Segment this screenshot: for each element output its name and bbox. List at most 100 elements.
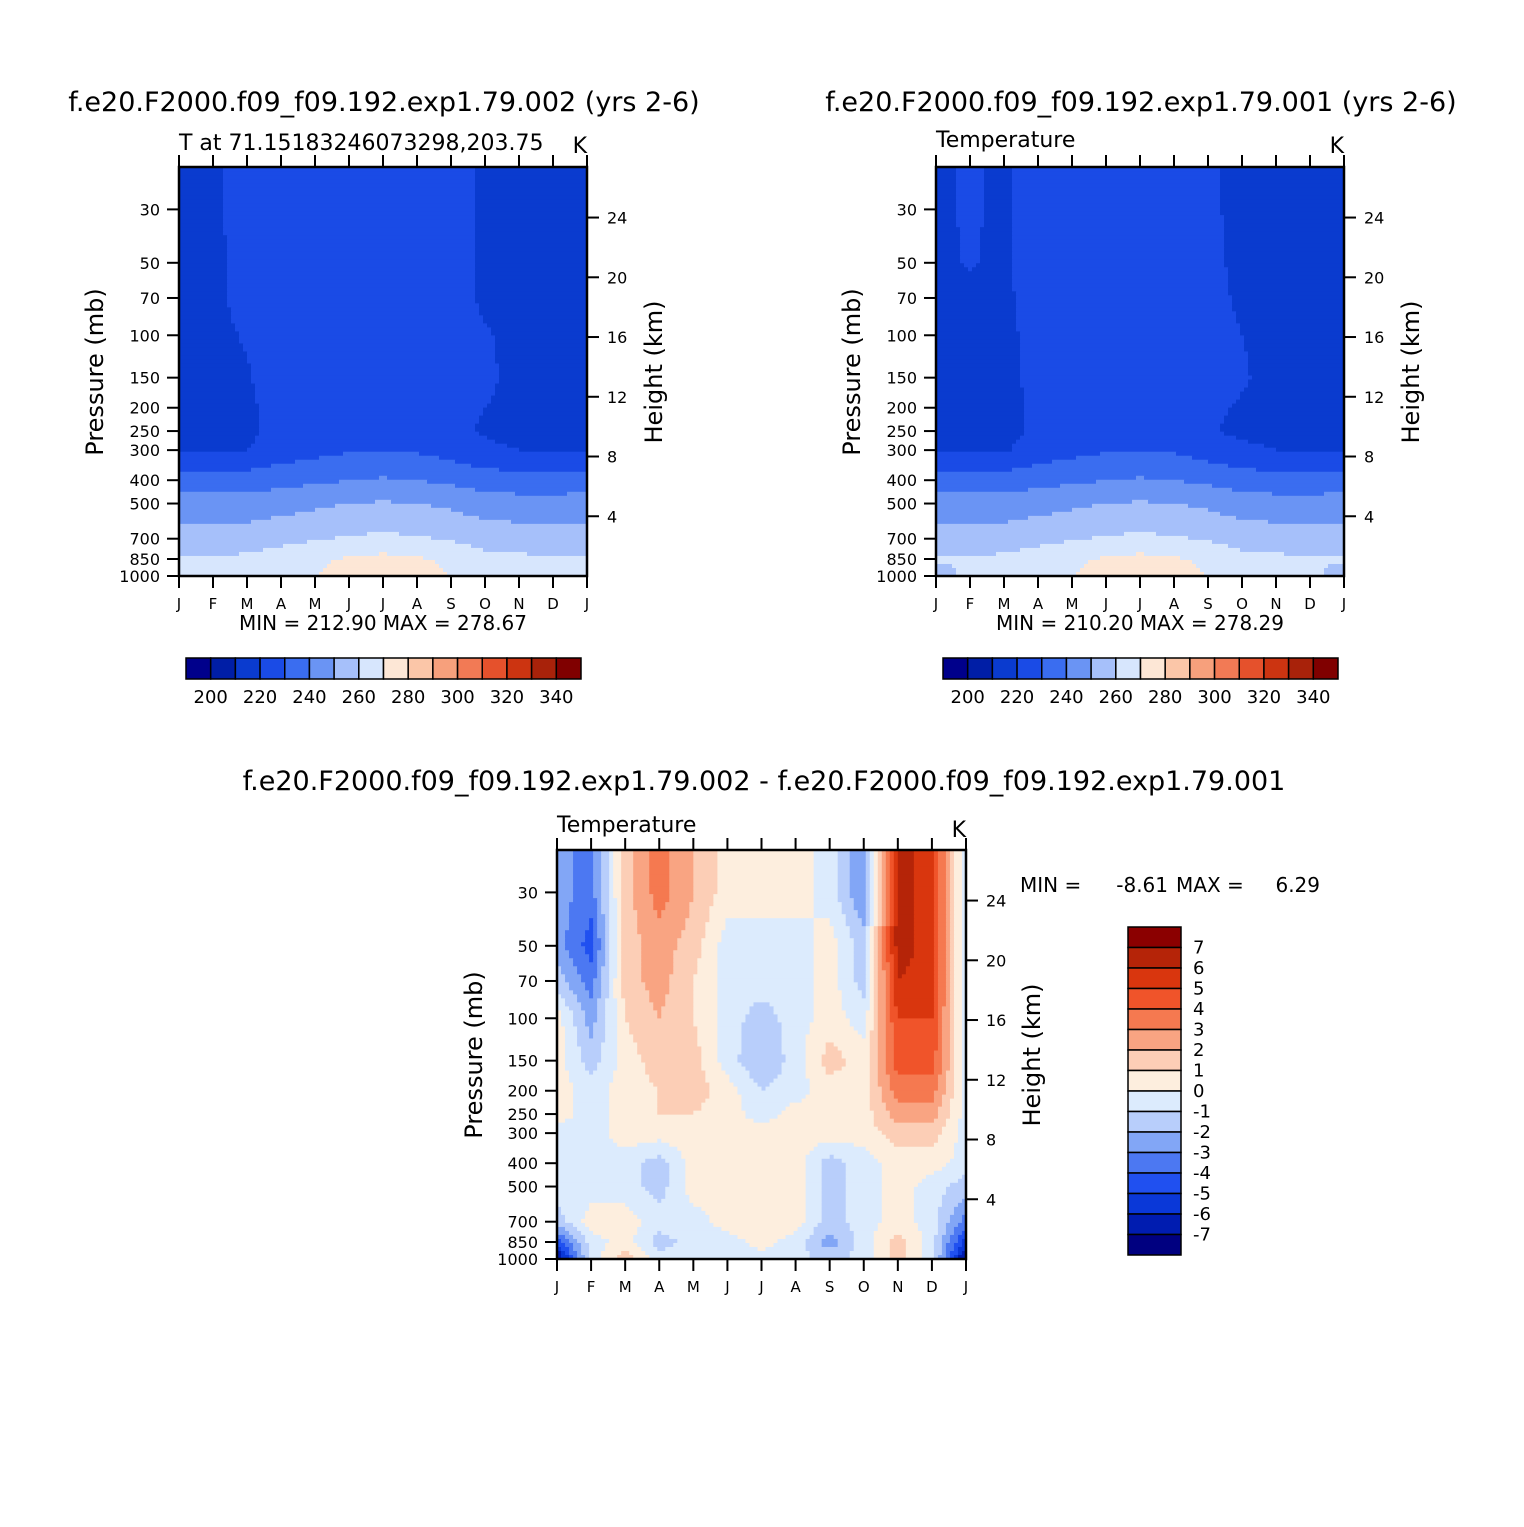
panel-3-max-label: MAX = — [1176, 873, 1244, 897]
contour-cell — [956, 195, 985, 200]
contour-cell — [945, 1222, 959, 1228]
contour-cell — [609, 942, 618, 947]
contour-cell — [589, 922, 594, 927]
contour-cell — [557, 966, 562, 971]
contour-cell — [1248, 379, 1345, 385]
contour-cell — [785, 1106, 871, 1112]
contour-cell — [701, 1054, 718, 1060]
contour-cell — [853, 946, 867, 951]
contour-cell — [565, 1242, 574, 1248]
contour-cell — [885, 1018, 891, 1024]
y2-tick-label: 12 — [1364, 388, 1384, 407]
contour-cell — [957, 1178, 967, 1184]
contour-cell — [693, 862, 718, 867]
contour-cell — [877, 890, 883, 895]
contour-cell — [945, 1086, 955, 1092]
contour-cell — [936, 179, 957, 184]
contour-cell — [335, 535, 432, 541]
contour-cell — [936, 531, 1125, 537]
contour-cell — [845, 1166, 883, 1172]
contour-cell — [945, 998, 951, 1003]
contour-cell — [805, 1238, 823, 1244]
contour-cell — [821, 1190, 847, 1196]
contour-cell — [661, 1006, 694, 1011]
contour-cell — [853, 970, 867, 975]
contour-cell — [961, 1066, 967, 1072]
contour-cell — [953, 934, 963, 939]
contour-cell — [557, 1014, 562, 1020]
contour-cell — [781, 1030, 811, 1036]
contour-cell — [649, 882, 670, 887]
contour-cell — [877, 942, 883, 947]
contour-cell — [953, 858, 963, 863]
contour-cell — [597, 1018, 606, 1024]
contour-cell — [968, 267, 973, 272]
contour-cell — [179, 215, 224, 220]
contour-cell — [717, 982, 815, 987]
contour-cell — [913, 862, 935, 867]
contour-cell — [717, 1058, 739, 1064]
contour-cell — [475, 239, 588, 244]
contour-cell — [609, 1094, 658, 1100]
contour-cell — [885, 1106, 939, 1112]
panel-3-title: f.e20.F2000.f09_f09.192.exp1.79.002 - f.… — [243, 766, 1286, 797]
contour-cell — [585, 1010, 598, 1015]
contour-cell — [961, 1102, 967, 1108]
contour-cell — [1052, 511, 1221, 517]
contour-cell — [941, 1238, 951, 1244]
contour-cell — [837, 986, 859, 991]
contour-cell — [633, 870, 650, 875]
contour-cell — [573, 1094, 610, 1100]
contour-cell — [777, 1018, 815, 1024]
contour-cell — [893, 1142, 935, 1148]
contour-cell — [937, 930, 947, 935]
contour-cell — [861, 994, 867, 999]
contour-cell — [669, 974, 694, 979]
contour-cell — [877, 1078, 891, 1084]
contour-cell — [881, 862, 887, 867]
contour-cell — [479, 431, 588, 437]
contour-cell — [885, 910, 891, 915]
contour-cell — [645, 1070, 706, 1076]
contour-cell — [613, 862, 622, 867]
contour-cell — [1196, 563, 1329, 569]
contour-cell — [661, 1010, 694, 1015]
contour-cell — [1220, 175, 1345, 180]
contour-cell — [933, 870, 939, 875]
contour-cell — [881, 894, 887, 899]
contour-cell — [697, 958, 718, 963]
contour-cell — [1012, 199, 1221, 204]
contour-cell — [641, 1222, 714, 1228]
contour-cell — [621, 970, 642, 975]
contour-cell — [785, 1058, 807, 1064]
contour-cell — [609, 958, 618, 963]
contour-cell — [949, 854, 955, 859]
contour-cell — [957, 1202, 967, 1208]
contour-cell — [949, 906, 955, 911]
contour-cell — [677, 938, 702, 943]
contour-cell — [936, 563, 953, 569]
contour-cell — [641, 1058, 702, 1064]
contour-cell — [873, 934, 879, 939]
contour-cell — [889, 878, 895, 883]
contour-cell — [613, 1070, 646, 1076]
contour-cell — [741, 1098, 803, 1104]
colorbar-label: -2 — [1193, 1122, 1211, 1143]
contour-cell — [873, 874, 879, 879]
contour-cell — [825, 1066, 843, 1072]
contour-cell — [953, 1078, 963, 1084]
contour-cell — [933, 854, 939, 859]
contour-cell — [821, 1178, 847, 1184]
contour-cell — [877, 922, 883, 927]
contour-cell — [809, 1030, 859, 1036]
contour-cell — [949, 970, 955, 975]
contour-cell — [961, 1018, 967, 1024]
contour-cell — [813, 966, 839, 971]
contour-cell — [877, 998, 887, 1003]
contour-cell — [1012, 191, 1221, 196]
contour-cell — [881, 1198, 915, 1204]
contour-cell — [717, 1002, 755, 1007]
contour-cell — [873, 974, 879, 979]
contour-cell — [849, 870, 867, 875]
